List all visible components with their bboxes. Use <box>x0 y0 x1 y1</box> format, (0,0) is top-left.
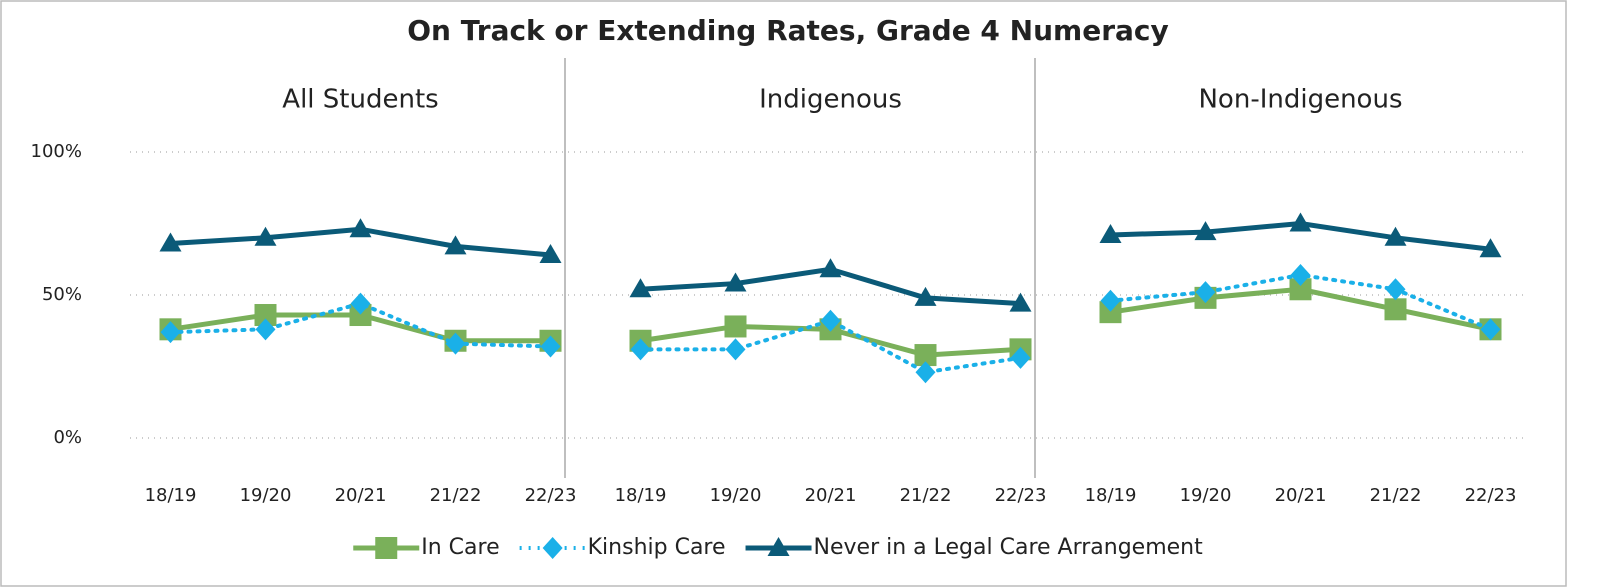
marker-diamond <box>820 309 841 332</box>
marker-square <box>1384 298 1407 321</box>
x-tick-label: 22/23 <box>525 485 577 506</box>
marker-square <box>724 315 747 338</box>
marker-triangle <box>914 286 937 306</box>
marker-triangle <box>724 272 747 292</box>
marker-triangle <box>349 218 372 238</box>
x-tick-label: 18/19 <box>145 485 197 506</box>
series-line <box>168 301 553 349</box>
marker-diamond <box>915 361 936 384</box>
x-tick-label: 19/20 <box>1180 485 1232 506</box>
marker-triangle <box>1194 221 1217 241</box>
chart-title: On Track or Extending Rates, Grade 4 Num… <box>407 14 1169 47</box>
x-tick-label: 21/22 <box>430 485 482 506</box>
marker-diamond <box>350 292 371 315</box>
x-tick-label: 20/21 <box>805 485 857 506</box>
marker-diamond <box>1100 289 1121 312</box>
marker-diamond <box>1480 318 1501 341</box>
marker-diamond <box>1385 278 1406 301</box>
x-tick-label: 19/20 <box>240 485 292 506</box>
marker-triangle <box>539 243 562 263</box>
legend-label: Kinship Care <box>588 535 726 560</box>
legend-label: In Care <box>421 535 499 560</box>
x-tick-label: 22/23 <box>995 485 1047 506</box>
marker-triangle <box>1479 238 1502 258</box>
x-tick-label: 19/20 <box>710 485 762 506</box>
panel-title: Indigenous <box>759 85 902 115</box>
x-tick-label: 21/22 <box>900 485 952 506</box>
marker-diamond <box>725 338 746 361</box>
marker-diamond <box>630 338 651 361</box>
marker-triangle <box>254 226 277 246</box>
y-tick-label: 50% <box>42 284 82 305</box>
marker-square <box>254 304 277 327</box>
x-tick-label: 18/19 <box>615 485 667 506</box>
legend-label: Never in a Legal Care Arrangement <box>814 535 1204 560</box>
marker-triangle <box>629 278 652 298</box>
x-tick-label: 21/22 <box>1370 485 1422 506</box>
marker-diamond <box>1010 346 1031 369</box>
marker-diamond <box>1195 281 1216 304</box>
marker-diamond <box>160 321 181 344</box>
legend-marker <box>375 537 398 559</box>
x-tick-label: 18/19 <box>1085 485 1137 506</box>
marker-square <box>349 304 372 327</box>
marker-triangle <box>1384 226 1407 246</box>
marker-triangle <box>1289 212 1312 232</box>
x-tick-label: 20/21 <box>335 485 387 506</box>
marker-triangle <box>1009 292 1032 312</box>
marker-triangle <box>444 235 467 255</box>
marker-diamond <box>540 335 561 358</box>
x-tick-label: 22/23 <box>1465 485 1517 506</box>
panel-title: All Students <box>282 85 438 115</box>
series-line <box>638 318 1023 375</box>
marker-diamond <box>255 318 276 341</box>
marker-triangle <box>819 258 842 278</box>
x-tick-label: 20/21 <box>1275 485 1327 506</box>
legend-marker <box>542 537 563 559</box>
marker-triangle <box>1099 223 1122 243</box>
panel-title: Non-Indigenous <box>1198 85 1402 115</box>
marker-diamond <box>445 332 466 355</box>
marker-diamond <box>1290 263 1311 286</box>
marker-square <box>914 344 937 367</box>
y-tick-label: 0% <box>53 427 82 448</box>
legend-marker <box>767 537 790 556</box>
marker-triangle <box>159 232 182 252</box>
y-tick-label: 100% <box>31 141 82 162</box>
marker-square <box>1099 301 1122 324</box>
marker-square <box>1289 278 1312 301</box>
